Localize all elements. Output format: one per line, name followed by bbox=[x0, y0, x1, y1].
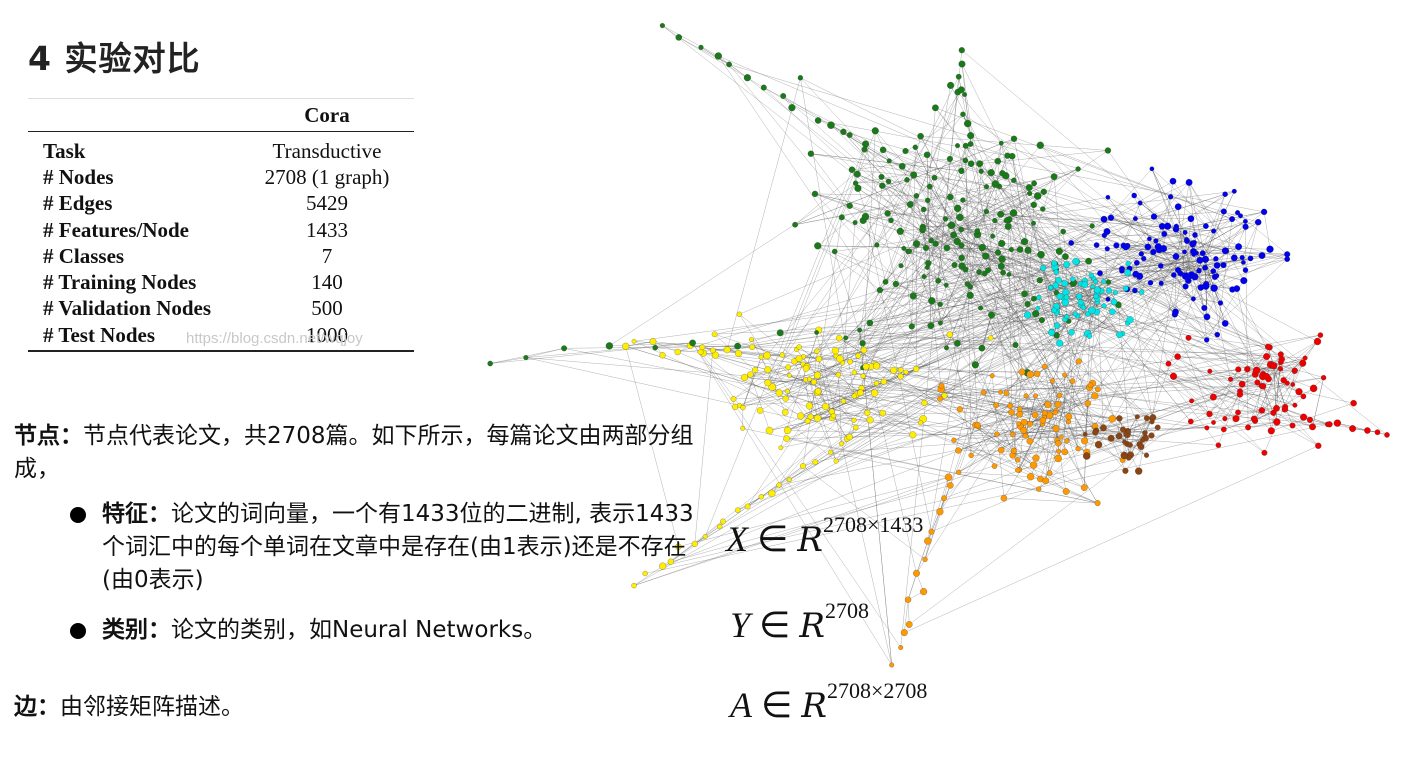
in-symbol: ∈ bbox=[757, 519, 789, 559]
row-label: # Training Nodes bbox=[43, 270, 197, 295]
x-dimension: 2708×1433 bbox=[822, 512, 924, 537]
formula-x: X ∈ R2708×1433 bbox=[726, 512, 923, 560]
graph-nodes bbox=[487, 23, 1390, 668]
real-space-symbol: R bbox=[797, 520, 823, 560]
class-text: 论文的类别，如Neural Networks。 bbox=[171, 617, 547, 643]
row-value: 2708 (1 graph) bbox=[264, 164, 390, 189]
edges-label: 边： bbox=[14, 694, 60, 720]
class-label: 类别： bbox=[102, 617, 171, 643]
table-body: Task Transductive # Nodes 2708 (1 graph) #… bbox=[28, 132, 414, 353]
row-value: 7 bbox=[321, 243, 333, 268]
real-space-symbol: R bbox=[799, 606, 825, 646]
edges-paragraph: 边：由邻接矩阵描述。 bbox=[14, 691, 614, 724]
table-row: # Test Nodes 1000 bbox=[28, 322, 414, 348]
graph-edges bbox=[490, 25, 1388, 666]
edges-text: 由邻接矩阵描述。 bbox=[60, 694, 244, 720]
row-value: 1000 bbox=[306, 322, 348, 347]
var-y: Y bbox=[730, 605, 751, 645]
real-space-symbol: R bbox=[801, 686, 827, 726]
table-row: # Validation Nodes 500 bbox=[28, 296, 414, 322]
table-row: # Classes 7 bbox=[28, 243, 414, 269]
a-dimension: 2708×2708 bbox=[826, 678, 928, 703]
in-symbol: ∈ bbox=[759, 605, 791, 645]
watermark: https://blog.csdn.net/wqjoy bbox=[186, 330, 363, 347]
row-label: # Features/Node bbox=[43, 217, 190, 242]
row-label: # Nodes bbox=[43, 164, 114, 189]
row-label: # Test Nodes bbox=[43, 322, 156, 347]
row-value: 140 bbox=[311, 270, 343, 295]
bullet-dot-icon bbox=[70, 623, 86, 639]
row-label: Task bbox=[43, 138, 86, 163]
row-value: 500 bbox=[311, 296, 343, 321]
row-label: # Validation Nodes bbox=[43, 296, 212, 321]
nodes-label: 节点： bbox=[14, 423, 83, 449]
table-row: Task Transductive bbox=[28, 138, 414, 164]
formula-y: Y ∈ R2708 bbox=[730, 598, 869, 646]
row-value: 1433 bbox=[306, 217, 348, 242]
formula-a: A ∈ R2708×2708 bbox=[730, 678, 927, 726]
row-value: 5429 bbox=[306, 191, 348, 216]
bullet-dot-icon bbox=[70, 507, 86, 523]
row-label: # Edges bbox=[43, 191, 113, 216]
row-value: Transductive bbox=[272, 138, 382, 163]
dataset-name: Cora bbox=[304, 102, 350, 127]
row-label: # Classes bbox=[43, 243, 125, 268]
feature-text: 论文的词向量，一个有1433位的二进制, 表示1433个词汇中的每个单词在文章中… bbox=[102, 501, 694, 593]
var-x: X bbox=[726, 519, 748, 559]
slide-title: 4 实验对比 bbox=[28, 39, 201, 78]
table-top-rule bbox=[28, 98, 414, 99]
var-a: A bbox=[730, 685, 752, 725]
cora-graph-visualization bbox=[487, 23, 1390, 668]
y-dimension: 2708 bbox=[825, 598, 869, 623]
nodes-paragraph: 节点：节点代表论文，共2708篇。如下所示，每篇论文由两部分组成， bbox=[14, 420, 704, 486]
feature-bullet: 特征：论文的词向量，一个有1433位的二进制, 表示1433个词汇中的每个单词在… bbox=[102, 498, 706, 597]
nodes-text: 节点代表论文，共2708篇。如下所示，每篇论文由两部分组成， bbox=[14, 423, 694, 482]
in-symbol: ∈ bbox=[761, 685, 793, 725]
table-row: # Edges 5429 bbox=[28, 191, 414, 217]
table-header: Cora bbox=[28, 99, 414, 132]
dataset-table: Cora Task Transductive # Nodes 2708 (1 gra… bbox=[28, 98, 414, 353]
table-row: # Nodes 2708 (1 graph) bbox=[28, 164, 414, 190]
class-bullet: 类别：论文的类别，如Neural Networks。 bbox=[102, 614, 706, 647]
feature-label: 特征： bbox=[102, 501, 171, 527]
table-row: # Training Nodes 140 bbox=[28, 269, 414, 295]
table-row: # Features/Node 1433 bbox=[28, 217, 414, 243]
